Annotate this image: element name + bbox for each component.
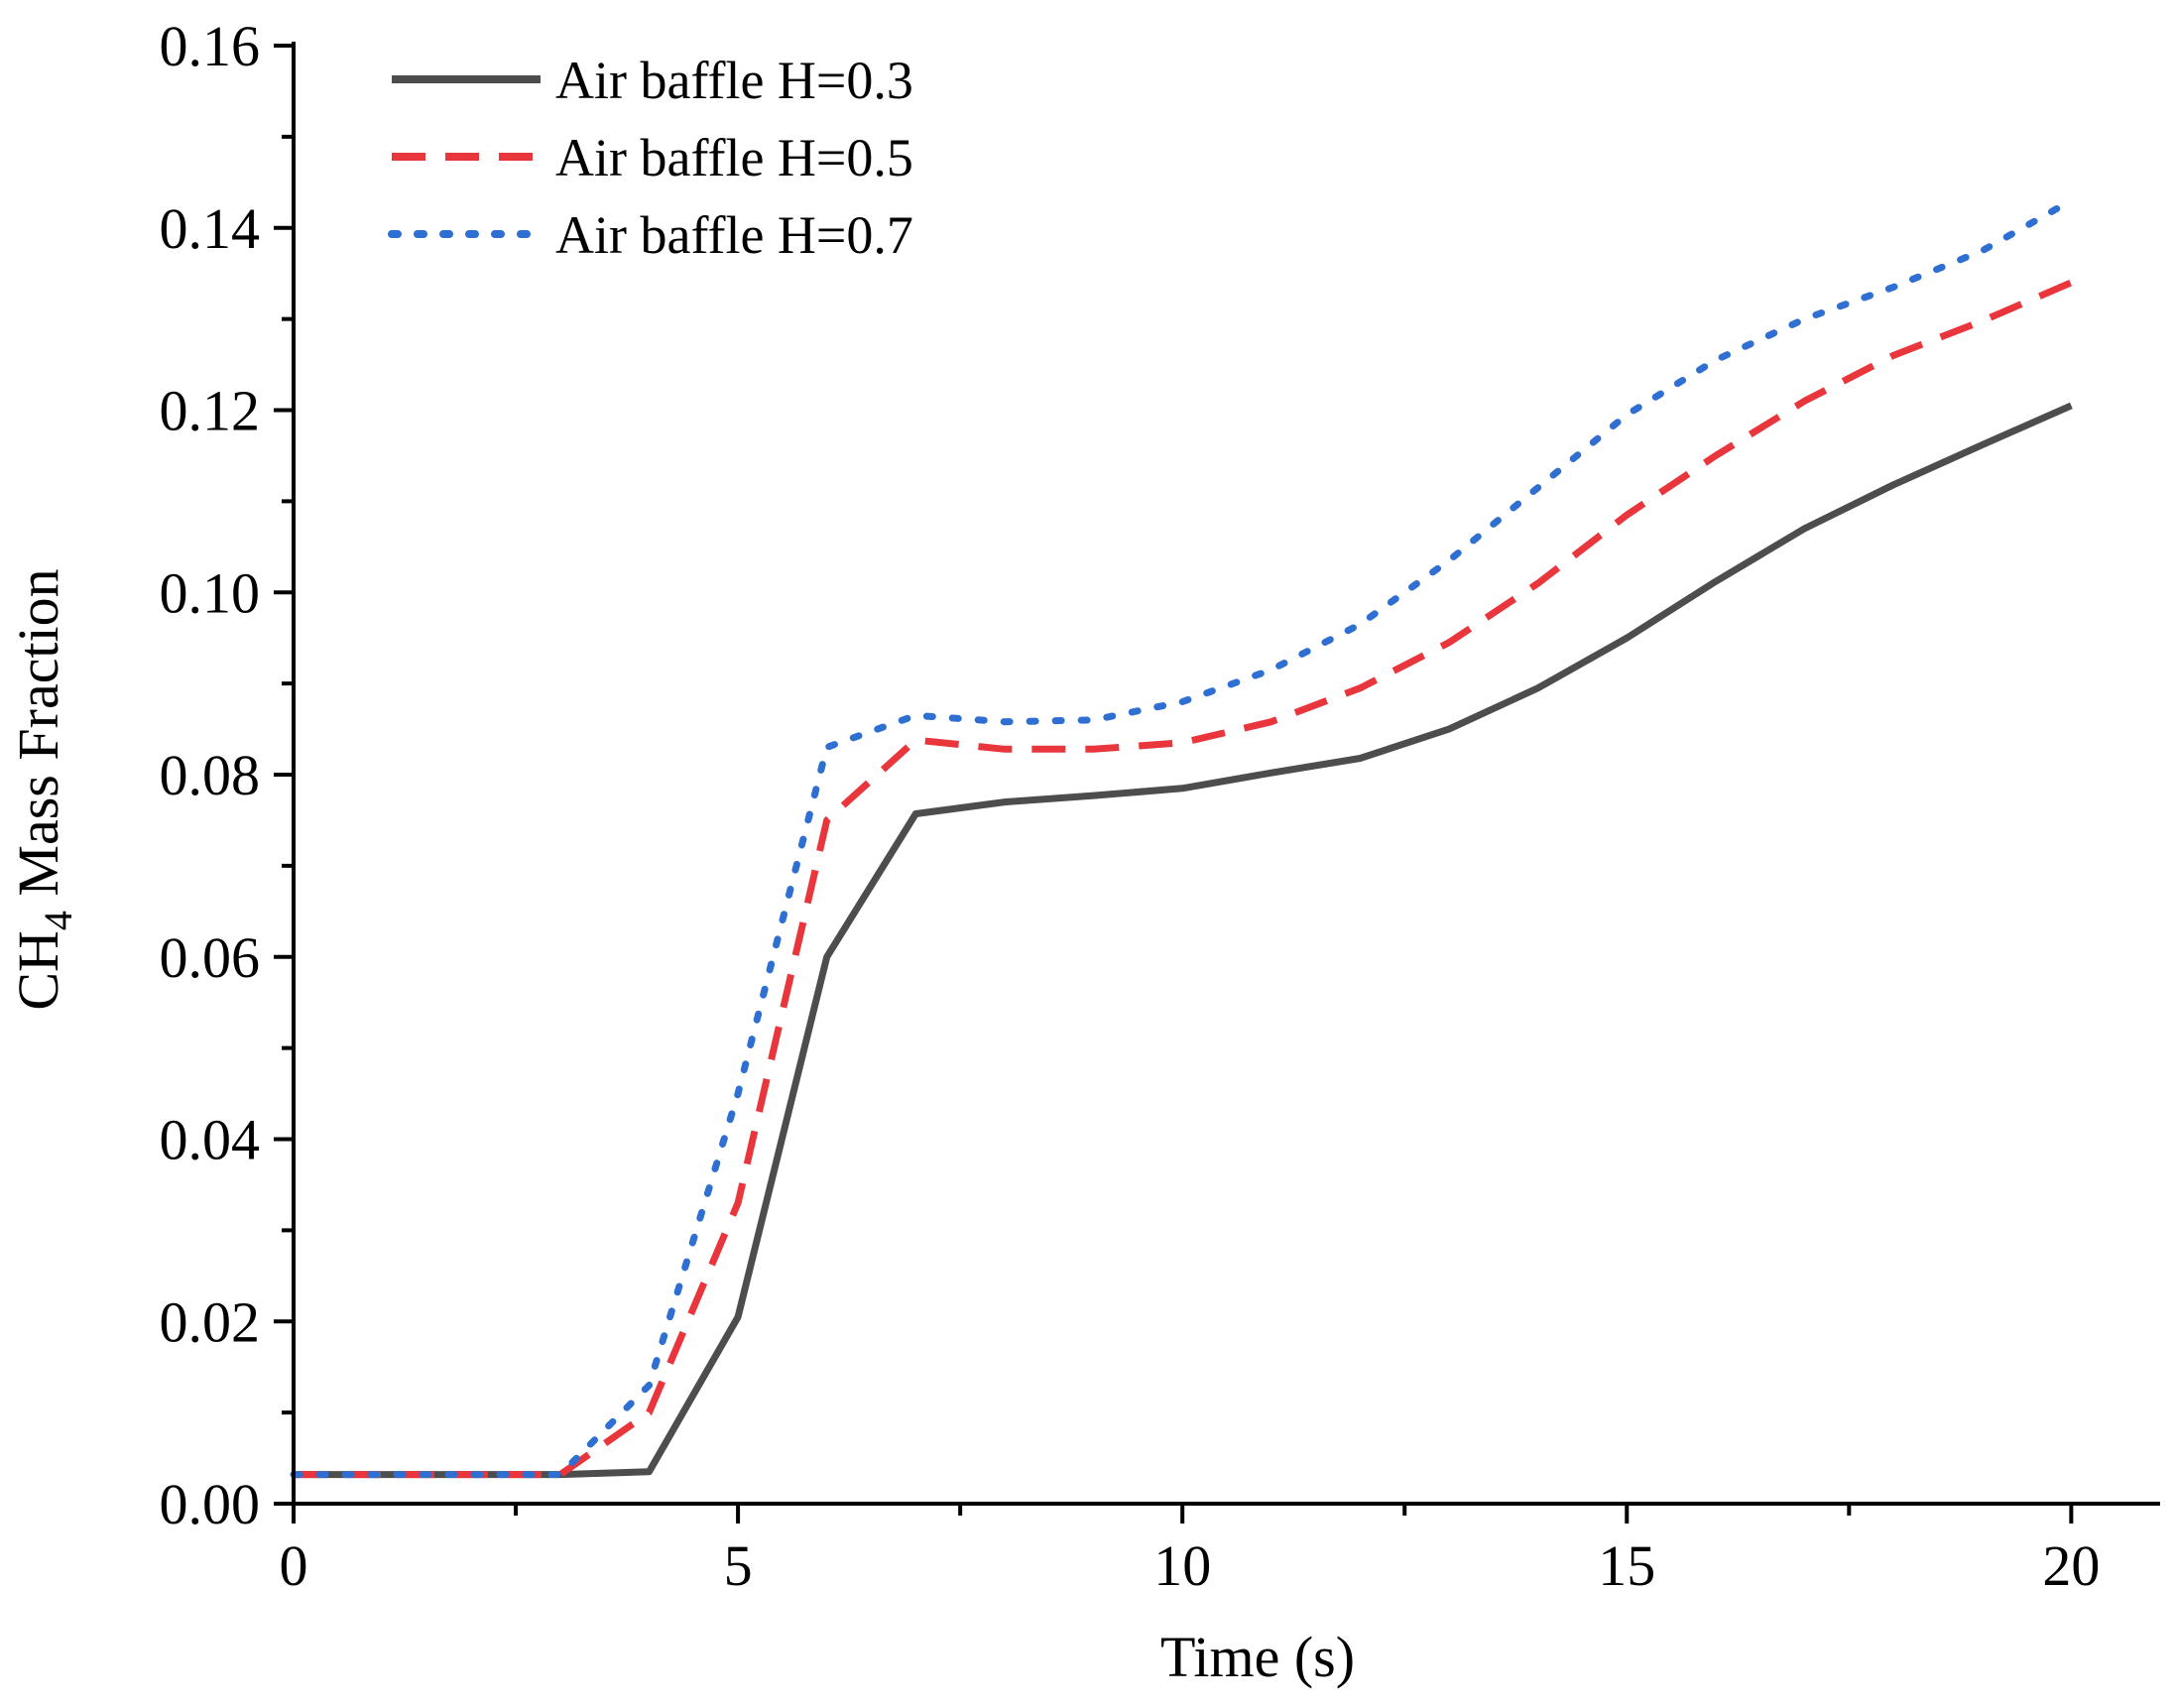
y-tick-label: 0.02 (160, 1289, 261, 1354)
y-tick-label: 0.16 (160, 14, 261, 78)
legend-label-series-2: Air baffle H=0.5 (555, 128, 913, 187)
y-tick-label: 0.08 (160, 743, 261, 807)
y-tick-label: 0.10 (160, 560, 261, 625)
x-axis-title: Time (s) (1160, 1625, 1355, 1689)
y-tick-label: 0.00 (160, 1472, 261, 1536)
series-layer (290, 196, 2075, 1479)
tick-labels-layer: 0 5 10 15 20 0.00 0.02 0.04 0.06 0.08 0.10 0.12 0.14… (160, 14, 2101, 1598)
series-line-1 (294, 402, 2073, 1479)
x-tick-label: 5 (724, 1533, 753, 1598)
y-tick-label: 0.12 (160, 379, 261, 443)
legend-label-series-3: Air baffle H=0.7 (555, 205, 913, 265)
series-line-2 (294, 279, 2073, 1479)
y-axis-title-subscript: 4 (36, 911, 80, 930)
x-tick-label: 20 (2042, 1533, 2100, 1598)
y-axis-title: CH4 Mass Fraction (6, 568, 80, 1010)
y-tick-label: 0.04 (160, 1108, 261, 1172)
legend: Air baffle H=0.3 Air baffle H=0.5 Air ba… (388, 51, 913, 265)
x-tick-label: 0 (280, 1533, 308, 1598)
series-line-3 (290, 196, 2075, 1479)
x-tick-label: 15 (1598, 1533, 1655, 1598)
y-axis-title-prefix: CH (6, 930, 70, 1011)
y-axis-title-suffix: Mass Fraction (6, 568, 70, 911)
legend-label-series-1: Air baffle H=0.3 (555, 51, 913, 110)
y-tick-label: 0.06 (160, 925, 261, 990)
ticks-layer (274, 44, 2074, 1524)
x-tick-label: 10 (1153, 1533, 1211, 1598)
y-tick-label: 0.14 (160, 196, 261, 261)
